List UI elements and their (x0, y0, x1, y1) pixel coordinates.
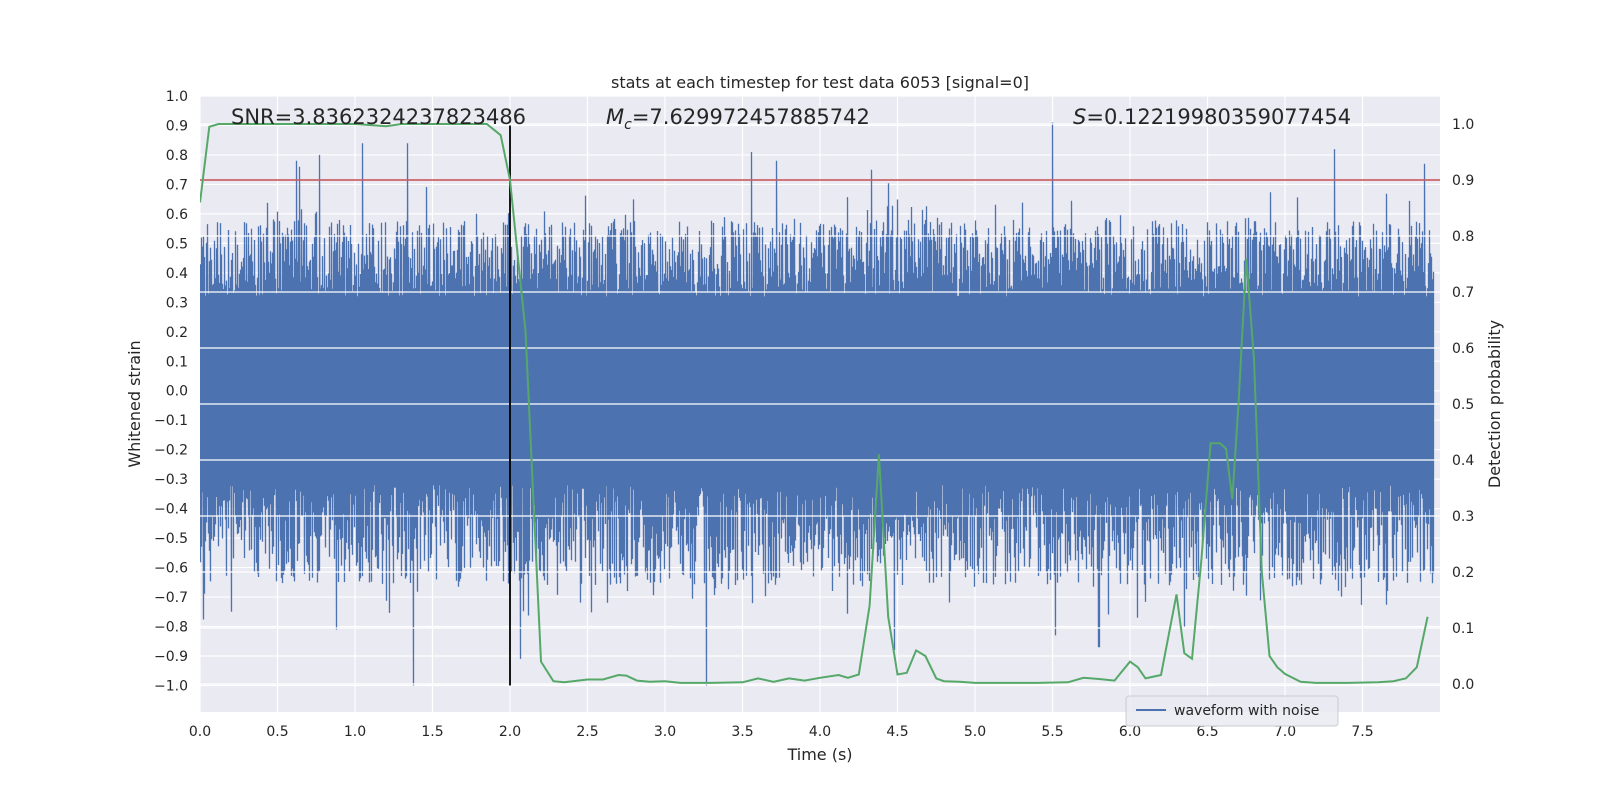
y-left-tick-label-14: −0.4 (154, 502, 188, 518)
y-left-tick-label-3: 0.7 (166, 177, 188, 193)
y-left-tick-label-7: 0.3 (166, 295, 188, 311)
x-tick-labels: 0.0 0.5 1.0 1.5 2.0 2.5 3.0 3.5 4.0 4.5 5.0 5.5 6.0 6… (189, 724, 1374, 740)
y-left-tick-label-16: −0.6 (154, 561, 188, 577)
y-right-tick-label-6: 0.4 (1452, 453, 1474, 469)
x-tick-label-6: 3.0 (654, 724, 676, 740)
y-right-tick-label-9: 0.1 (1452, 621, 1474, 637)
y-right-tick-label-4: 0.6 (1452, 341, 1474, 357)
y-right-tick-label-8: 0.2 (1452, 565, 1474, 581)
y-axis-left-label: Whitened strain (125, 340, 144, 467)
y-left-tick-label-13: −0.3 (154, 472, 188, 488)
x-tick-label-11: 5.5 (1041, 724, 1063, 740)
x-tick-label-3: 1.5 (421, 724, 443, 740)
snr-annotation: SNR=3.8362324237823486 (231, 105, 526, 129)
y-left-tick-label-20: −1.0 (154, 678, 188, 694)
y-left-tick-label-9: 0.1 (166, 354, 188, 370)
y-left-tick-label-18: −0.8 (154, 620, 188, 636)
x-tick-label-8: 4.0 (809, 724, 831, 740)
y-right-tick-label-5: 0.5 (1452, 397, 1474, 413)
x-tick-label-14: 7.0 (1274, 724, 1296, 740)
chart-title: stats at each timestep for test data 605… (611, 73, 1029, 92)
x-tick-label-4: 2.0 (499, 724, 521, 740)
legend-label-waveform: waveform with noise (1174, 703, 1319, 719)
y-left-tick-label-2: 0.8 (166, 148, 188, 164)
s-value: =0.12219980359077454 (1086, 105, 1351, 129)
x-tick-label-13: 6.5 (1196, 724, 1218, 740)
y-right-tick-label-7: 0.3 (1452, 509, 1474, 525)
mc-value: =7.629972457885742 (632, 105, 870, 129)
y-left-tick-label-15: −0.5 (154, 531, 188, 547)
mc-annotation: Mc=7.629972457885742 (606, 105, 870, 133)
x-tick-label-2: 1.0 (344, 724, 366, 740)
s-symbol: S (1073, 105, 1086, 129)
s-annotation: S=0.12219980359077454 (1073, 105, 1351, 129)
y-axis-right-label: Detection probability (1485, 320, 1504, 488)
x-tick-label-7: 3.5 (731, 724, 753, 740)
x-tick-label-9: 4.5 (886, 724, 908, 740)
x-tick-label-15: 7.5 (1351, 724, 1373, 740)
detection-probability-series (200, 123, 1429, 684)
y-right-tick-label-10: 0.0 (1452, 677, 1474, 693)
x-tick-label-12: 6.0 (1119, 724, 1141, 740)
x-tick-label-0: 0.0 (189, 724, 211, 740)
y-left-tick-label-17: −0.7 (154, 590, 188, 606)
legend-box (1125, 695, 1339, 727)
y-left-tick-label-12: −0.2 (154, 443, 188, 459)
waveform-series (200, 122, 1435, 686)
mc-subscript: c (624, 117, 632, 133)
y-left-tick-label-4: 0.6 (166, 207, 188, 223)
y-right-tick-label-0: 1.0 (1452, 117, 1474, 133)
y-right-tick-label-1: 0.9 (1452, 173, 1474, 189)
y-left-tick-label-6: 0.4 (166, 266, 188, 282)
y-left-tick-label-11: −0.1 (154, 413, 188, 429)
x-tick-label-1: 0.5 (266, 724, 288, 740)
y-left-tick-label-19: −0.9 (154, 649, 188, 665)
y-right-tick-label-3: 0.7 (1452, 285, 1474, 301)
x-axis-label: Time (s) (786, 745, 852, 764)
y-left-tick-label-5: 0.5 (166, 236, 188, 252)
y-left-tick-label-8: 0.2 (166, 325, 188, 341)
x-tick-label-5: 2.5 (576, 724, 598, 740)
x-tick-label-10: 5.0 (964, 724, 986, 740)
y-left-tick-label-1: 0.9 (166, 118, 188, 134)
y-right-tick-label-2: 0.8 (1452, 229, 1474, 245)
mc-symbol: M (606, 105, 624, 129)
y-right-tick-labels: 1.0 0.9 0.8 0.7 0.6 0.5 0.4 0.3 0.2 0.1 0.0 (1452, 117, 1474, 693)
y-left-tick-labels: 1.0 0.9 0.8 0.7 0.6 0.5 0.4 0.3 0.2 0.1 0.0 −0.1 −0.… (154, 89, 188, 694)
y-left-tick-label-10: 0.0 (166, 384, 188, 400)
y-left-tick-label-0: 1.0 (166, 89, 188, 105)
legend: waveform with noise (1125, 695, 1339, 727)
